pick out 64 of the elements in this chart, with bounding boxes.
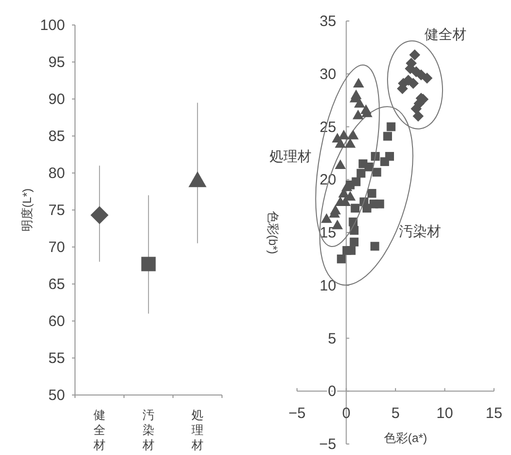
y-tick-label: 10 [320, 277, 336, 294]
y-tick-label: 50 [48, 387, 65, 404]
y-tick-label: 35 [320, 13, 336, 30]
y-tick-label: 75 [48, 202, 65, 219]
x-tick-label: 5 [391, 405, 400, 422]
point [410, 103, 422, 114]
point [383, 132, 392, 141]
y-tick-label: 85 [48, 128, 65, 145]
point [402, 74, 414, 86]
point [321, 213, 332, 223]
point [354, 98, 366, 108]
point [350, 204, 360, 213]
y-axis-title: 明度(L*) [20, 188, 34, 232]
point [422, 72, 433, 84]
x-tick-label: 0 [342, 405, 350, 422]
y-tick-label: 65 [48, 276, 65, 293]
y-tick-label: 5 [328, 330, 336, 348]
point [372, 168, 382, 177]
point [350, 226, 359, 235]
y-tick-label: 80 [48, 165, 65, 182]
point [334, 159, 346, 169]
point [90, 206, 108, 224]
x-tick-label: 汚染材 [142, 408, 154, 452]
y-tick-label: 55 [48, 350, 65, 367]
point [367, 188, 376, 198]
point [409, 49, 420, 60]
x-tick-label: 処理材 [190, 408, 204, 452]
x-axis-title: 色彩(a*) [384, 431, 428, 445]
point [412, 110, 424, 122]
point [348, 130, 359, 140]
y-tick-label: 0 [328, 383, 336, 400]
point [350, 238, 359, 246]
point [358, 159, 368, 168]
point [141, 256, 156, 272]
series-label: 健全材 [424, 26, 467, 42]
y-tick-label: 90 [48, 91, 65, 108]
y-tick-label: 100 [40, 17, 65, 34]
x-tick-label: 健全材 [92, 408, 106, 452]
y-tick-label: 70 [48, 239, 65, 256]
y-tick-label: 15 [320, 224, 336, 242]
point [362, 204, 372, 213]
x-tick-label: −5 [288, 405, 306, 422]
y-tick-label: 30 [320, 66, 336, 83]
point [353, 78, 364, 88]
point [336, 254, 346, 264]
point [370, 242, 380, 251]
point [344, 191, 356, 201]
point [352, 110, 364, 120]
point [344, 138, 356, 148]
point [375, 200, 384, 208]
series-label: 汚染材 [398, 223, 441, 240]
point [338, 130, 350, 140]
point [356, 168, 366, 178]
series-label: 処理材 [270, 148, 312, 164]
point [380, 157, 390, 166]
x-tick-label: 15 [486, 405, 502, 422]
point [188, 171, 206, 188]
x-tick-label: 10 [436, 405, 454, 422]
point [346, 246, 356, 255]
y-tick-label: 95 [48, 54, 65, 71]
point [386, 122, 396, 132]
y-axis-title: 色彩(b*) [266, 210, 280, 254]
y-tick-label: 60 [48, 313, 65, 330]
point [334, 138, 346, 148]
